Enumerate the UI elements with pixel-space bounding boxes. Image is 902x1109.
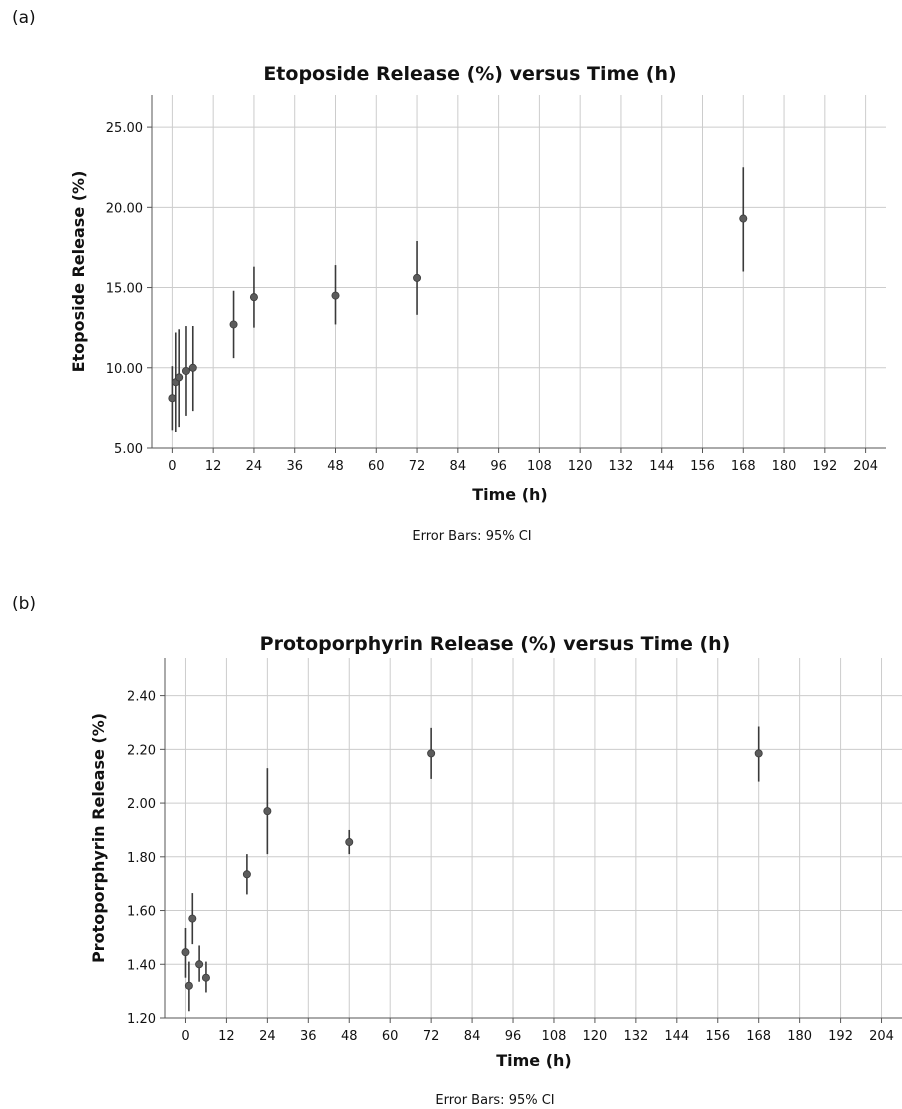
x-tick-label: 96 [505,1029,522,1044]
data-point [739,214,748,223]
data-point [345,838,354,847]
x-tick-label: 0 [168,459,176,474]
y-tick-label: 25.00 [106,121,143,136]
data-point [413,273,422,282]
x-tick-label: 24 [259,1029,276,1044]
data-point [249,293,258,302]
y-tick-label: 1.80 [127,851,156,866]
data-point [427,749,436,758]
x-tick-label: 204 [869,1029,894,1044]
data-point [195,960,204,969]
chart-title: Protoporphyrin Release (%) versus Time (… [260,633,731,655]
y-tick-label: 15.00 [106,282,143,297]
y-tick-label: 1.60 [127,905,156,920]
data-point [188,914,197,923]
x-tick-label: 192 [828,1029,853,1044]
x-tick-label: 0 [181,1029,189,1044]
data-point [201,973,210,982]
x-tick-label: 48 [327,459,344,474]
x-tick-label: 144 [664,1029,689,1044]
error-bars-note: Error Bars: 95% CI [435,1093,554,1108]
x-tick-label: 144 [649,459,674,474]
data-point [188,363,197,372]
panel-label-b: (b) [12,594,37,614]
x-tick-label: 84 [450,459,467,474]
data-point [181,366,190,375]
x-tick-label: 12 [218,1029,235,1044]
x-tick-label: 96 [490,459,507,474]
x-tick-label: 60 [368,459,385,474]
data-point [175,373,184,382]
panel-label-a: (a) [12,8,36,28]
y-tick-label: 2.40 [127,690,156,705]
x-tick-label: 84 [464,1029,481,1044]
y-tick-label: 20.00 [106,201,143,216]
x-tick-label: 168 [746,1029,771,1044]
data-point [242,870,251,879]
data-point [754,749,763,758]
x-tick-label: 108 [542,1029,567,1044]
x-tick-label: 24 [246,459,263,474]
chart-title: Etoposide Release (%) versus Time (h) [263,63,676,85]
x-tick-label: 108 [527,459,552,474]
x-tick-label: 204 [853,459,878,474]
x-tick-label: 180 [772,459,797,474]
data-point [181,948,190,957]
x-tick-label: 156 [705,1029,730,1044]
x-axis-label: Time (h) [472,485,548,504]
x-tick-label: 120 [583,1029,608,1044]
data-point [168,394,177,403]
x-tick-label: 192 [812,459,837,474]
data-point [229,320,238,329]
y-tick-label: 10.00 [106,362,143,377]
error-bars-note: Error Bars: 95% CI [412,529,531,544]
y-tick-label: 5.00 [114,442,143,457]
x-axis-label: Time (h) [496,1051,572,1070]
y-tick-label: 1.20 [127,1012,156,1027]
x-tick-label: 36 [300,1029,317,1044]
x-tick-label: 156 [690,459,715,474]
y-tick-label: 1.40 [127,958,156,973]
x-tick-label: 120 [568,459,593,474]
y-axis-label: Etoposide Release (%) [69,171,88,373]
etoposide-release-chart: 0 12 24 36 48 60 72 84 96 108 120 132 144 156 168 180 19… [69,63,886,544]
x-tick-label: 36 [286,459,303,474]
protoporphyrin-release-chart: 0 12 24 36 48 60 72 84 96 108 120 132 144 156 168 180 19… [89,633,902,1108]
y-axis-label: Protoporphyrin Release (%) [89,713,108,963]
x-tick-label: 180 [787,1029,812,1044]
x-tick-label: 12 [205,459,222,474]
x-tick-label: 72 [409,459,426,474]
axis-frame [164,658,902,1019]
axis-frame [151,95,886,449]
x-tick-label: 60 [382,1029,399,1044]
data-point [184,981,193,990]
x-tick-label: 48 [341,1029,358,1044]
data-point [263,807,272,816]
y-tick-label: 2.00 [127,797,156,812]
x-tick-label: 168 [731,459,756,474]
x-tick-label: 132 [609,459,634,474]
x-tick-label: 72 [423,1029,440,1044]
data-point [331,291,340,300]
x-tick-label: 132 [623,1029,648,1044]
y-tick-label: 2.20 [127,743,156,758]
